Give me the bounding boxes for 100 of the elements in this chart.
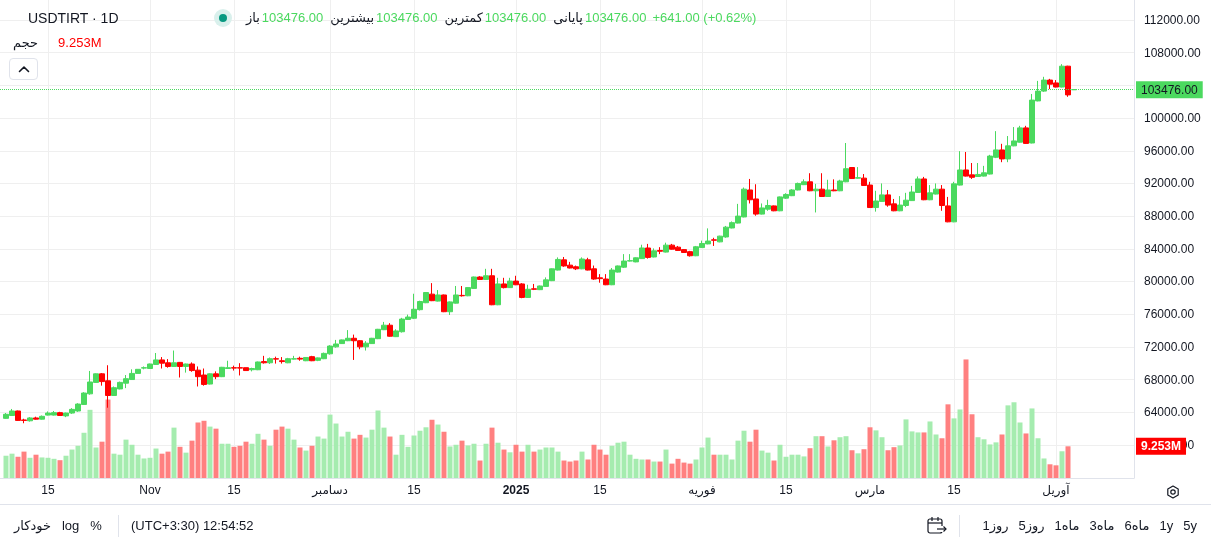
text: % — [90, 517, 102, 535]
bar — [663, 449, 669, 478]
candlestick — [309, 355, 315, 362]
candlestick — [273, 356, 279, 365]
candlestick — [813, 183, 819, 213]
annotation: 103476.00 — [584, 9, 647, 27]
candlestick — [855, 166, 861, 180]
candlestick — [1065, 65, 1071, 98]
bar — [657, 461, 663, 478]
bar — [459, 440, 465, 478]
x-tick-label: Nov — [139, 483, 161, 497]
candlestick — [33, 416, 39, 421]
y2-tick-label: 9.253M — [1141, 439, 1182, 454]
bar — [831, 440, 837, 478]
bar — [651, 461, 657, 478]
candlestick — [501, 277, 507, 289]
x-tick-label: فوریه — [688, 483, 716, 498]
ref-line-label: 103476.00 — [1141, 82, 1199, 97]
annotation: بیشترین — [330, 9, 375, 27]
annotation: حجم — [13, 34, 39, 52]
candlestick — [771, 205, 777, 212]
bar — [495, 442, 501, 478]
bar — [711, 454, 717, 478]
y-tick-label: 112000.00 — [1144, 13, 1201, 28]
candlestick — [429, 282, 435, 302]
bar — [507, 452, 513, 478]
x-tick-label: آوریل — [1042, 482, 1071, 498]
candlestick — [213, 370, 219, 380]
bar — [849, 450, 855, 478]
candlestick — [267, 356, 273, 365]
candlestick — [651, 247, 657, 258]
bar — [171, 427, 177, 478]
bar — [267, 445, 273, 478]
candlestick — [999, 143, 1005, 163]
candlestick — [507, 277, 513, 289]
y-tick-label: 84000.00 — [1144, 241, 1195, 256]
bar — [819, 436, 825, 478]
bar — [1065, 446, 1071, 478]
bar — [531, 451, 537, 478]
bar — [207, 426, 213, 478]
candlestick — [525, 284, 531, 299]
candlestick — [807, 172, 813, 192]
candlestick — [711, 237, 717, 247]
y-tick-label: 92000.00 — [1144, 176, 1195, 191]
bar — [429, 419, 435, 478]
bar — [27, 457, 33, 478]
candlestick — [1023, 125, 1029, 145]
candlestick — [657, 246, 663, 255]
bar — [309, 445, 315, 478]
bar — [57, 460, 63, 478]
bar — [261, 439, 267, 478]
x-tick-label: 15 — [779, 483, 793, 497]
y-tick-label: 100000.00 — [1144, 111, 1202, 126]
annotation: +641.00 (+0.62%) — [652, 9, 757, 27]
bar — [435, 424, 441, 478]
x-tick-label: مارس — [854, 483, 886, 498]
x-tick-label: دسامبر — [311, 483, 348, 498]
x-tick-label: 2025 — [502, 483, 530, 497]
bar — [483, 443, 489, 478]
candlestick — [279, 356, 285, 365]
candlestick — [819, 172, 825, 198]
candlestick — [831, 178, 837, 192]
candlestick — [303, 356, 309, 362]
bar — [807, 448, 813, 478]
candlestick — [177, 361, 183, 378]
bar — [213, 428, 219, 478]
bar — [921, 432, 927, 478]
bar — [177, 446, 183, 478]
x-tick-label: 15 — [41, 483, 55, 497]
bar — [183, 452, 189, 478]
text: USDTIRT · 1D — [28, 9, 119, 28]
bar — [999, 434, 1005, 478]
x-tick-label: 15 — [593, 483, 607, 497]
text: log — [61, 517, 80, 535]
candlestick — [663, 242, 669, 253]
y-tick-label: 72000.00 — [1144, 339, 1195, 354]
x-tick-label: 15 — [407, 483, 421, 497]
x-tick-label: 15 — [947, 483, 961, 497]
candlestick — [531, 283, 537, 291]
bar — [825, 446, 831, 478]
y-tick-label: 76000.00 — [1144, 307, 1195, 322]
bar — [501, 449, 507, 478]
bar — [525, 444, 531, 478]
bar — [813, 436, 819, 478]
y-tick-label: 68000.00 — [1144, 372, 1195, 387]
candlestick — [849, 166, 855, 180]
candlestick — [57, 411, 63, 417]
bar — [1023, 433, 1029, 478]
candlestick — [183, 363, 189, 374]
y-tick-label: 88000.00 — [1144, 209, 1195, 224]
annotation: 9.253M — [58, 34, 102, 52]
candlestick — [579, 256, 585, 270]
annotation: باز — [246, 9, 260, 27]
candlestick — [207, 372, 213, 385]
text: 5y — [1183, 517, 1197, 535]
candlestick — [171, 350, 177, 368]
text: 1y — [1159, 517, 1174, 535]
candlestick — [387, 322, 393, 338]
candlestick — [459, 285, 465, 298]
annotation: کمترین — [444, 9, 483, 27]
